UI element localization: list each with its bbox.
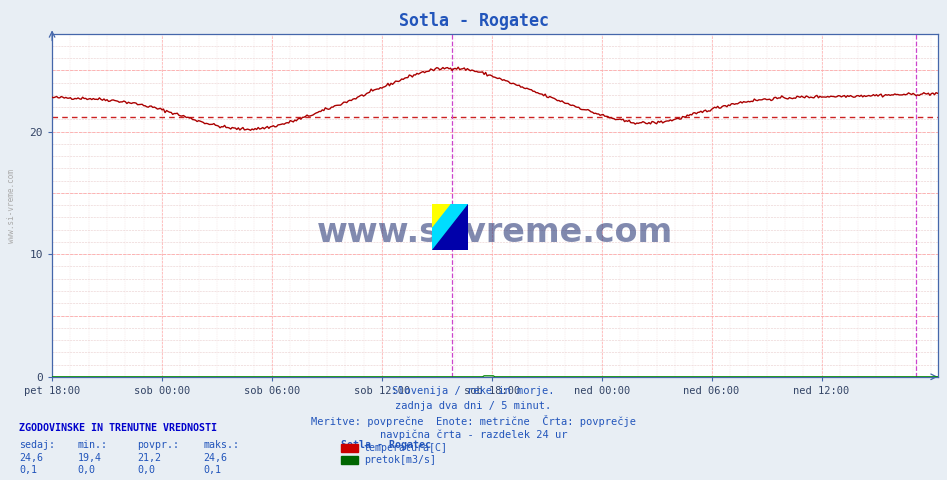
Text: 21,2: 21,2 — [137, 453, 161, 463]
Text: Sotla - Rogatec: Sotla - Rogatec — [399, 12, 548, 30]
Text: navpična črta - razdelek 24 ur: navpična črta - razdelek 24 ur — [380, 430, 567, 440]
Text: 24,6: 24,6 — [204, 453, 227, 463]
Text: sedaj:: sedaj: — [19, 440, 55, 450]
Text: Sotla - Rogatec: Sotla - Rogatec — [341, 440, 431, 450]
Polygon shape — [432, 204, 468, 250]
Text: zadnja dva dni / 5 minut.: zadnja dva dni / 5 minut. — [396, 401, 551, 411]
Text: 0,1: 0,1 — [204, 465, 222, 475]
Text: 24,6: 24,6 — [19, 453, 43, 463]
Polygon shape — [432, 204, 450, 227]
Text: ZGODOVINSKE IN TRENUTNE VREDNOSTI: ZGODOVINSKE IN TRENUTNE VREDNOSTI — [19, 423, 217, 433]
Text: min.:: min.: — [78, 440, 108, 450]
Text: www.si-vreme.com: www.si-vreme.com — [316, 216, 673, 249]
Text: temperatura[C]: temperatura[C] — [364, 443, 448, 453]
Text: 19,4: 19,4 — [78, 453, 101, 463]
Text: pretok[m3/s]: pretok[m3/s] — [364, 456, 436, 465]
Text: Meritve: povprečne  Enote: metrične  Črta: povprečje: Meritve: povprečne Enote: metrične Črta:… — [311, 415, 636, 427]
Text: maks.:: maks.: — [204, 440, 240, 450]
Text: 0,0: 0,0 — [137, 465, 155, 475]
Text: povpr.:: povpr.: — [137, 440, 179, 450]
Text: 0,0: 0,0 — [78, 465, 96, 475]
Text: 0,1: 0,1 — [19, 465, 37, 475]
Text: Slovenija / reke in morje.: Slovenija / reke in morje. — [392, 386, 555, 396]
Text: www.si-vreme.com: www.si-vreme.com — [7, 169, 16, 243]
Polygon shape — [432, 204, 468, 250]
